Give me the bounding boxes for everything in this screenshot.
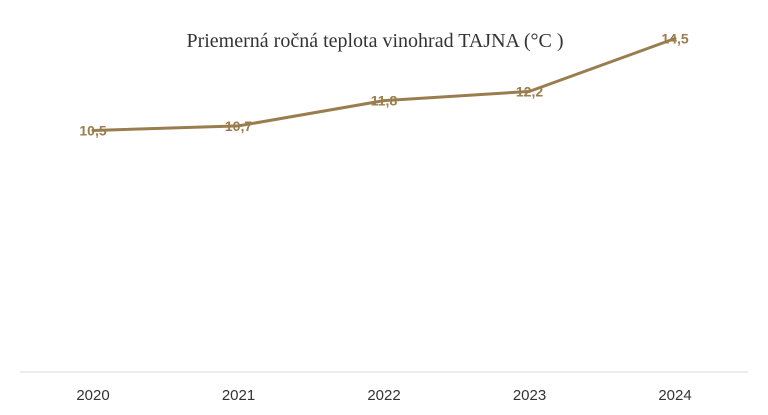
x-tick-label-2020: 2020	[76, 387, 109, 404]
x-tick-label-2023: 2023	[513, 387, 546, 404]
data-point-2023	[528, 89, 531, 93]
data-labels: 10,5 10,7 11,8 12,2 14,5	[79, 31, 688, 139]
data-label-2021: 10,7	[225, 118, 252, 134]
data-point-2024	[673, 37, 677, 40]
data-label-2020: 10,5	[79, 123, 106, 139]
data-label-2023: 12,2	[516, 83, 543, 99]
x-tick-label-2024: 2024	[658, 387, 691, 404]
x-tick-labels: 2020 2021 2022 2023 2024	[76, 387, 691, 404]
data-point-2020	[91, 129, 95, 132]
series-line	[91, 37, 677, 132]
data-label-2024: 14,5	[661, 31, 688, 47]
chart-title: Priemerná ročná teplota vinohrad TAJNA (…	[186, 30, 563, 52]
x-tick-label-2022: 2022	[367, 387, 400, 404]
x-tick-label-2021: 2021	[222, 387, 255, 404]
data-point-2022	[382, 99, 386, 103]
series-layer	[91, 37, 677, 132]
data-label-2022: 11,8	[371, 93, 398, 109]
data-point-2021	[237, 124, 240, 128]
